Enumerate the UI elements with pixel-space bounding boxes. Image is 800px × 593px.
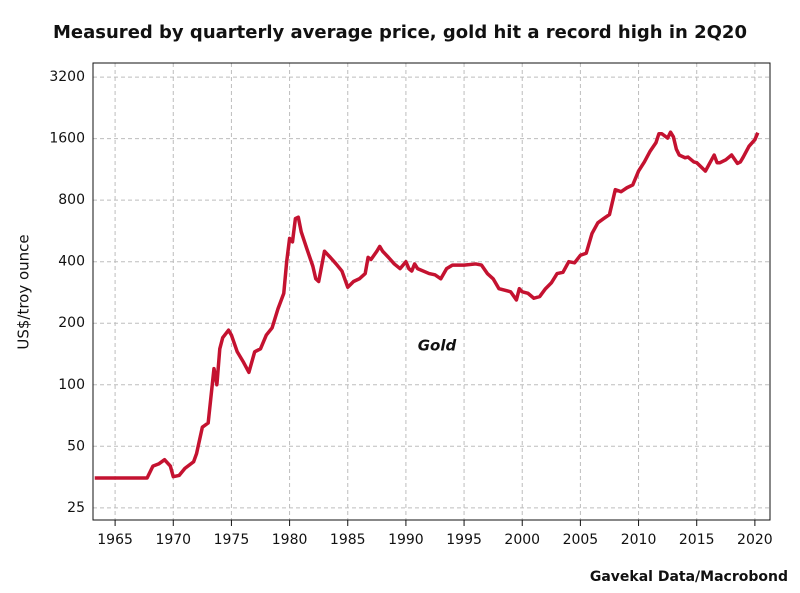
x-tick-label: 1965	[97, 532, 133, 548]
y-tick-label: 200	[58, 315, 85, 331]
y-tick-label: 1600	[49, 131, 85, 147]
x-tick-label: 2015	[679, 532, 715, 548]
chart-title: Measured by quarterly average price, gol…	[53, 22, 747, 43]
x-tick-label: 2020	[737, 532, 773, 548]
x-tick-label: 1970	[155, 532, 191, 548]
y-tick-label: 800	[58, 192, 85, 208]
series-label: Gold	[418, 337, 457, 355]
y-tick-label: 25	[67, 500, 85, 516]
source: Gavekal Data/Macrobond	[590, 569, 788, 585]
x-tick-label: 1985	[330, 532, 366, 548]
x-tick-label: 1980	[272, 532, 308, 548]
x-tick-label: 1995	[446, 532, 482, 548]
y-tick-label: 50	[67, 438, 85, 454]
x-tick-label: 2010	[621, 532, 657, 548]
plot-frame	[92, 62, 771, 521]
y-tick-label: 100	[58, 377, 85, 393]
x-tick-label: 2000	[504, 532, 540, 548]
x-tick-label: 1975	[214, 532, 250, 548]
x-tick-label: 1990	[388, 532, 424, 548]
x-tick-label: 2005	[563, 532, 599, 548]
line-series	[94, 130, 760, 480]
y-tick-label: 3200	[49, 69, 85, 85]
y-tick-label: 400	[58, 254, 85, 270]
y-axis-label: US$/troy ounce	[15, 234, 33, 349]
